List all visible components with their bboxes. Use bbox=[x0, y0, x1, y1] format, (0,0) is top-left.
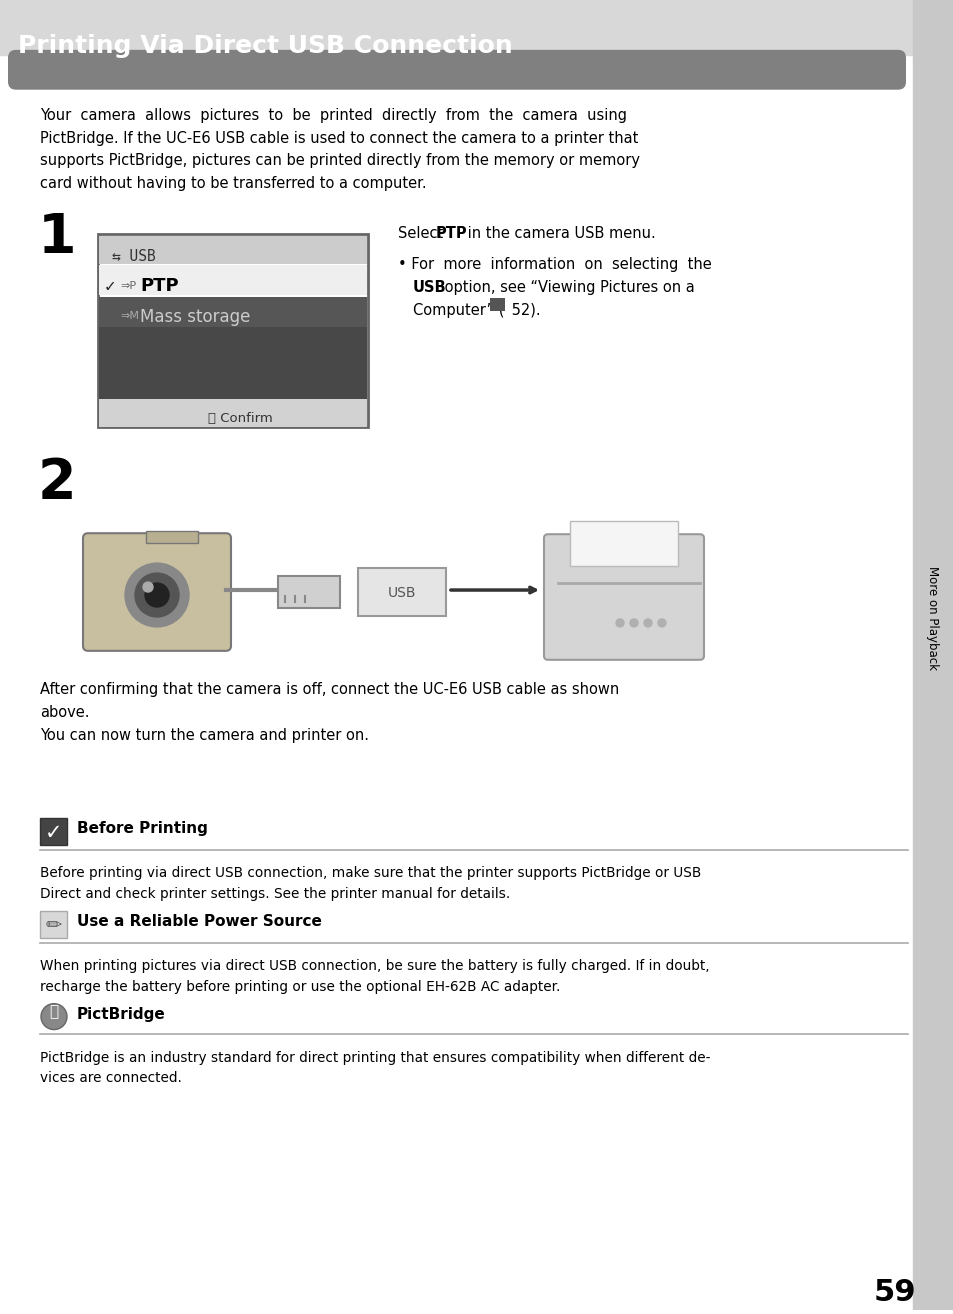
Bar bbox=[0, 0, 953, 55]
Text: ⌕: ⌕ bbox=[50, 1005, 58, 1020]
Text: Your  camera  allows  pictures  to  be  printed  directly  from  the  camera  us: Your camera allows pictures to be printe… bbox=[40, 108, 626, 122]
Text: ✓: ✓ bbox=[104, 279, 116, 294]
Text: supports PictBridge, pictures can be printed directly from the memory or memory: supports PictBridge, pictures can be pri… bbox=[40, 154, 639, 168]
Text: ⇆ USB: ⇆ USB bbox=[112, 250, 155, 264]
Text: PTP: PTP bbox=[140, 277, 178, 296]
Text: USB: USB bbox=[387, 586, 416, 600]
Circle shape bbox=[629, 619, 638, 627]
Bar bbox=[357, 568, 446, 616]
Text: 52).: 52). bbox=[506, 304, 540, 318]
Bar bbox=[40, 911, 67, 938]
Bar bbox=[569, 522, 678, 566]
Text: ⇒M: ⇒M bbox=[120, 311, 139, 321]
Text: Before printing via direct USB connection, make sure that the printer supports P: Before printing via direct USB connectio… bbox=[40, 866, 700, 880]
Text: Direct and check printer settings. See the printer manual for details.: Direct and check printer settings. See t… bbox=[40, 887, 510, 901]
Text: PictBridge: PictBridge bbox=[77, 1007, 166, 1022]
Text: Mass storage: Mass storage bbox=[140, 307, 250, 326]
Bar bbox=[912, 0, 953, 1310]
Text: Before Printing: Before Printing bbox=[77, 821, 208, 836]
Bar bbox=[490, 298, 504, 311]
Text: More on Playback: More on Playback bbox=[925, 566, 939, 670]
FancyBboxPatch shape bbox=[8, 50, 905, 89]
Text: 2: 2 bbox=[38, 456, 76, 510]
FancyBboxPatch shape bbox=[543, 535, 703, 660]
Text: option, see “Viewing Pictures on a: option, see “Viewing Pictures on a bbox=[439, 280, 694, 296]
Text: 59: 59 bbox=[873, 1277, 916, 1306]
Circle shape bbox=[41, 1004, 67, 1030]
Text: Ⓢ Confirm: Ⓢ Confirm bbox=[208, 411, 273, 424]
Text: When printing pictures via direct USB connection, be sure the battery is fully c: When printing pictures via direct USB co… bbox=[40, 959, 709, 972]
Bar bbox=[99, 297, 367, 327]
Text: above.: above. bbox=[40, 704, 90, 720]
Bar bbox=[277, 576, 339, 608]
Text: ✓: ✓ bbox=[45, 824, 63, 844]
Bar bbox=[99, 265, 367, 296]
Text: USB: USB bbox=[413, 280, 446, 296]
FancyBboxPatch shape bbox=[83, 533, 231, 650]
Circle shape bbox=[643, 619, 651, 627]
Text: PTP: PTP bbox=[436, 226, 467, 242]
Text: PictBridge is an industry standard for direct printing that ensures compatibilit: PictBridge is an industry standard for d… bbox=[40, 1050, 710, 1064]
Bar bbox=[146, 531, 198, 543]
Text: • For  more  information  on  selecting  the: • For more information on selecting the bbox=[397, 258, 711, 272]
Text: Printing Via Direct USB Connection: Printing Via Direct USB Connection bbox=[18, 34, 512, 58]
Circle shape bbox=[135, 573, 179, 618]
Text: ✏: ✏ bbox=[46, 916, 62, 936]
Text: ⇒P: ⇒P bbox=[120, 281, 136, 292]
Bar bbox=[40, 819, 67, 845]
Text: You can now turn the camera and printer on.: You can now turn the camera and printer … bbox=[40, 728, 369, 742]
Text: PictBridge. If the UC-E6 USB cable is used to connect the camera to a printer th: PictBridge. If the UC-E6 USB cable is us… bbox=[40, 130, 638, 146]
Circle shape bbox=[145, 583, 169, 607]
Bar bbox=[98, 234, 368, 427]
Bar bbox=[99, 398, 367, 427]
Text: Select: Select bbox=[397, 226, 447, 242]
Circle shape bbox=[658, 619, 665, 627]
Text: card without having to be transferred to a computer.: card without having to be transferred to… bbox=[40, 176, 426, 192]
Text: recharge the battery before printing or use the optional EH-62B AC adapter.: recharge the battery before printing or … bbox=[40, 980, 559, 993]
Text: 1: 1 bbox=[38, 212, 76, 265]
Text: Use a Reliable Power Source: Use a Reliable Power Source bbox=[77, 915, 321, 929]
Text: Computer” (: Computer” ( bbox=[413, 304, 504, 318]
Bar bbox=[99, 327, 367, 398]
Text: in the camera USB menu.: in the camera USB menu. bbox=[462, 226, 655, 242]
Circle shape bbox=[125, 564, 189, 627]
Text: vices are connected.: vices are connected. bbox=[40, 1071, 182, 1085]
Circle shape bbox=[616, 619, 623, 627]
Text: After confirming that the camera is off, connect the UC-E6 USB cable as shown: After confirming that the camera is off,… bbox=[40, 682, 618, 696]
Circle shape bbox=[143, 582, 152, 593]
Bar bbox=[99, 237, 367, 264]
